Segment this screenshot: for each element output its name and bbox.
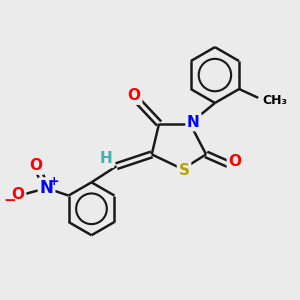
Text: CH₃: CH₃ xyxy=(262,94,288,107)
Text: O: O xyxy=(11,187,25,202)
Text: O: O xyxy=(30,158,43,173)
Text: O: O xyxy=(228,154,242,169)
Text: O: O xyxy=(128,88,141,103)
Text: N: N xyxy=(40,179,53,197)
Text: −: − xyxy=(3,193,16,208)
Text: S: S xyxy=(178,163,190,178)
Text: H: H xyxy=(100,151,112,166)
Text: N: N xyxy=(187,115,200,130)
Text: +: + xyxy=(49,175,59,188)
